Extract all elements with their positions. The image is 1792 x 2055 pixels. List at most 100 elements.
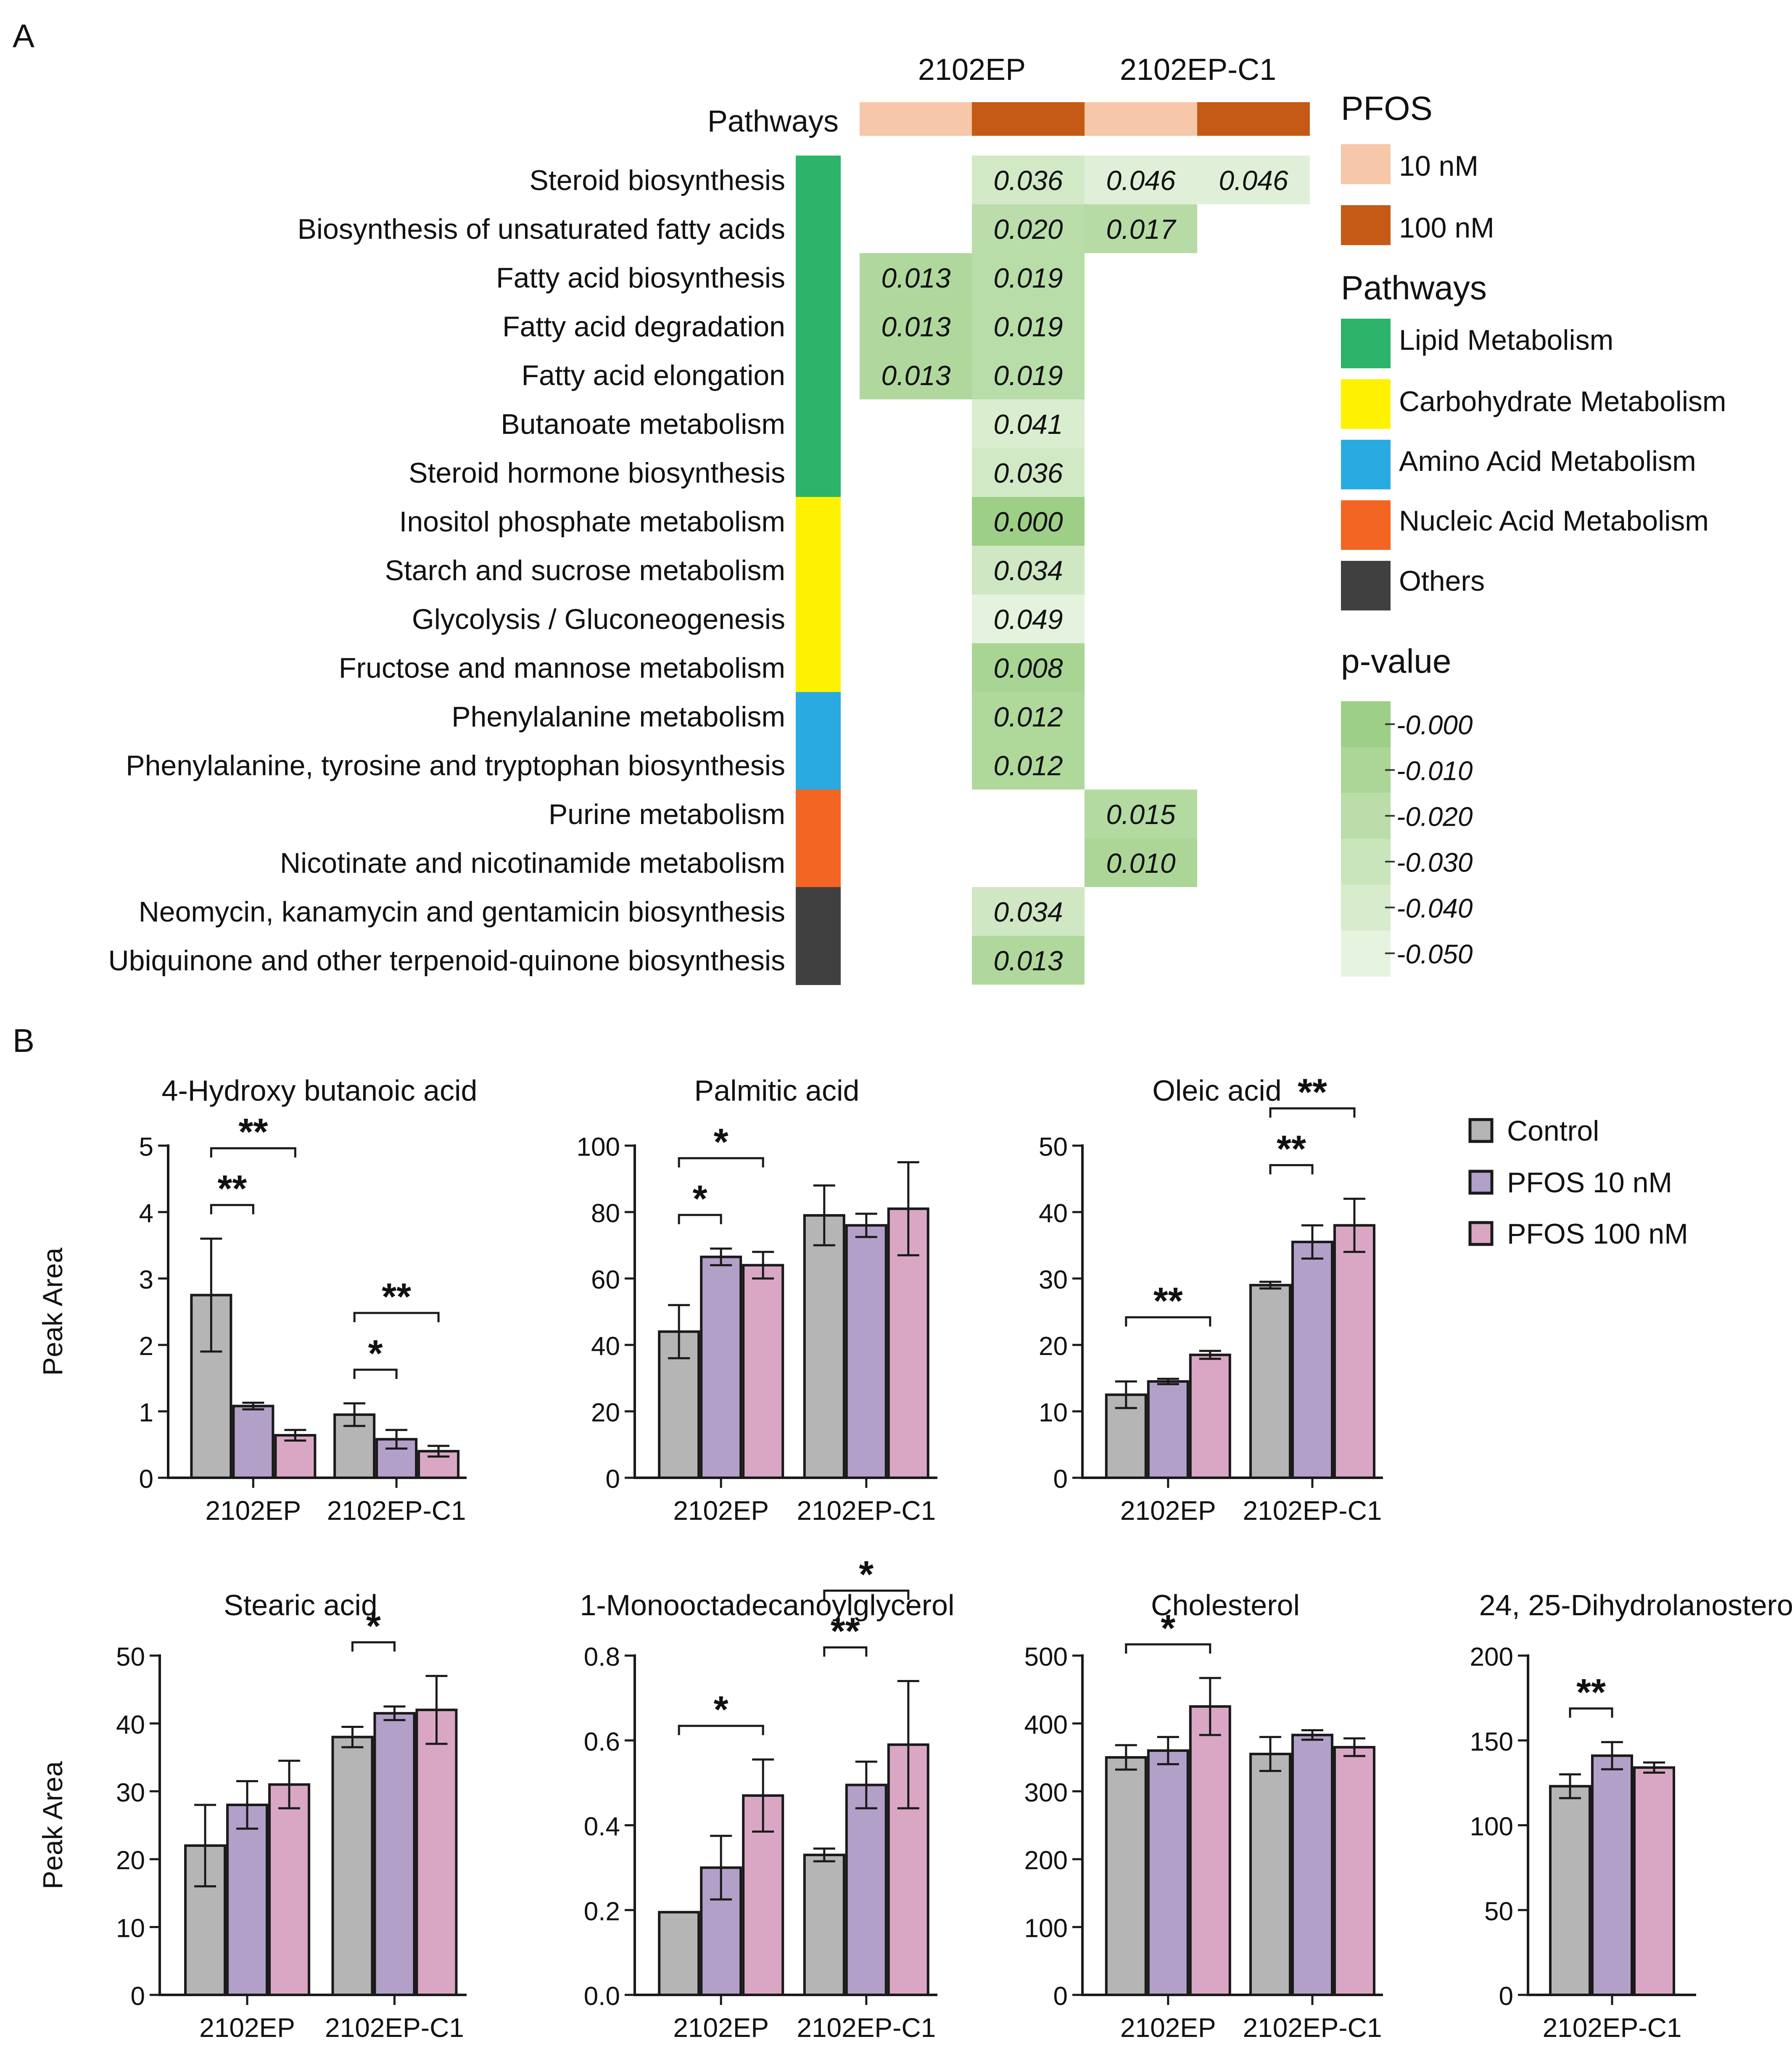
chart-title: Oleic acid — [1152, 1074, 1281, 1107]
legend-swatch-100nm — [1341, 205, 1391, 245]
pathway-label: Fructose and mannose metabolism — [339, 652, 785, 684]
heatmap-value: 0.036 — [993, 165, 1063, 196]
colorbar-segment — [1341, 793, 1391, 839]
legend-pathways-title: Pathways — [1341, 269, 1487, 306]
heatmap-cell — [1085, 790, 1197, 838]
significance-bracket — [823, 1646, 868, 1657]
heatmap-cell — [860, 302, 972, 351]
legend-pfos-100nm: 100 nM — [1399, 212, 1494, 244]
bar-pfos-100-nm — [268, 1783, 311, 1997]
legend-pfos-title: PFOS — [1341, 90, 1433, 127]
heatmap-cell — [972, 399, 1085, 448]
y-tick-label: 0 — [606, 1465, 620, 1494]
group-label-2102ep-c1: 2102EP-C1 — [1120, 53, 1276, 87]
heatmap-cell — [972, 546, 1085, 594]
significance-bracket — [1125, 1643, 1211, 1654]
colorbar-tick-label: -0.020 — [1396, 802, 1473, 832]
bar-control — [1549, 1785, 1591, 1996]
y-tick-label: 20 — [116, 1846, 145, 1875]
heatmap-cell — [972, 156, 1085, 204]
panel-b-label: B — [13, 1022, 34, 1059]
significance-bracket — [1569, 1707, 1613, 1718]
bar-pfos-10-nm — [232, 1405, 274, 1479]
legend-nucleic-acid-metabolism: Nucleic Acid Metabolism — [1399, 505, 1709, 537]
colorbar-segment — [1341, 839, 1391, 885]
legend-lipid-metabolism: Lipid Metabolism — [1399, 324, 1613, 356]
y-tick-label: 4 — [139, 1199, 153, 1228]
heatmap-value: 0.034 — [993, 896, 1063, 927]
heatmap-value: 0.017 — [1106, 214, 1176, 245]
x-tick-label: 2102EP — [1120, 1495, 1216, 1526]
significance-marker: ** — [238, 1111, 268, 1153]
significance-marker: ** — [382, 1276, 411, 1318]
significance-bracket — [1269, 1164, 1314, 1175]
heatmap-cell — [1197, 156, 1310, 204]
category-bar-others — [796, 936, 841, 985]
y-tick-label: 100 — [1470, 1812, 1513, 1841]
category-bar-carbohydrate — [796, 594, 841, 644]
significance-bracket — [678, 1725, 764, 1735]
bar-pfos-100-nm — [1189, 1353, 1231, 1479]
colorbar-segment — [1341, 885, 1391, 931]
bar-pfos-100-nm — [415, 1709, 458, 1997]
x-tick-label: 2102EP-C1 — [797, 2013, 936, 2043]
heatmap-cell — [972, 887, 1085, 936]
category-bar-others — [796, 887, 841, 936]
bar-pfos-100-nm — [1333, 1224, 1375, 1479]
pvalue-colorbar: -0.000 -0.010 -0.020 -0.030 -0.040 -0.050 — [1341, 701, 1473, 977]
significance-marker: ** — [217, 1168, 247, 1210]
y-tick-label: 0.8 — [584, 1643, 620, 1672]
category-bar-carbohydrate — [796, 497, 841, 546]
significance-bracket — [353, 1368, 398, 1379]
category-bar-lipid — [796, 302, 841, 351]
bar-pfos-100-nm — [1189, 1705, 1231, 1997]
significance-marker: * — [1161, 1607, 1175, 1649]
chart-title: 24, 25-Dihydrolanosterol — [1479, 1589, 1792, 1622]
heatmap-value: 0.015 — [1106, 799, 1175, 830]
legend-swatch-nucleic — [1341, 500, 1391, 550]
heatmap-cell — [860, 351, 972, 399]
bar-chart-palmitic-acid: Palmitic acid 0 20 40 60 80 100 2102EP 2102EP-C1… — [577, 1074, 937, 1526]
bar-pfos-10-nm — [1147, 1380, 1189, 1479]
legend-swatch-lipid — [1341, 319, 1391, 368]
pathways-row-label: Pathways — [707, 105, 839, 138]
heatmap-cell — [972, 351, 1085, 399]
x-tick-label: 2102EP-C1 — [1243, 1495, 1382, 1526]
heatmap-value: 0.041 — [993, 409, 1063, 440]
legend-carbohydrate-metabolism: Carbohydrate Metabolism — [1399, 386, 1726, 417]
significance-bracket — [823, 1590, 910, 1600]
y-tick-label: 200 — [1024, 1846, 1068, 1875]
category-bar-amino — [796, 692, 841, 741]
chart-title: 1-Monooctadecanoylglycerol — [580, 1589, 954, 1622]
y-tick-label: 0.4 — [584, 1812, 620, 1841]
x-tick-label: 2102EP — [199, 2013, 295, 2043]
heatmap-cell — [1085, 156, 1197, 204]
bar-chart-1-monooctadecanoylglycerol: 1-Monooctadecanoylglycerol 0.0 0.2 0.4 0.6 0.… — [580, 1554, 954, 2043]
significance-marker: * — [366, 1605, 381, 1647]
colorbar-segment — [1341, 930, 1391, 977]
y-tick-label: 300 — [1024, 1778, 1068, 1807]
significance-marker: * — [859, 1554, 874, 1596]
heatmap-value: 0.008 — [993, 652, 1063, 684]
legend-swatch-10nm — [1341, 144, 1391, 184]
category-bar-carbohydrate — [796, 546, 841, 595]
category-bar-lipid — [796, 253, 841, 302]
colorbar-segment — [1341, 701, 1391, 748]
bar-pfos-10-nm — [226, 1804, 269, 1997]
significance-marker: * — [714, 1121, 728, 1163]
colorbar-tick-label: -0.050 — [1396, 939, 1473, 969]
bar-pfos-10-nm — [373, 1712, 416, 1996]
pathway-label: Purine metabolism — [549, 798, 785, 830]
bar-pfos-10-nm — [845, 1224, 887, 1479]
bar-charts: 4-Hydroxy butanoic acid Peak Area 0 1 2 3 4 5 21… — [37, 1071, 1792, 2043]
y-tick-label: 0 — [139, 1465, 153, 1494]
category-bar-lipid — [796, 204, 841, 254]
x-tick-label: 2102EP-C1 — [1243, 2013, 1382, 2043]
significance-marker: ** — [1576, 1672, 1606, 1714]
bar-control — [658, 1911, 700, 1997]
significance-marker: ** — [1153, 1280, 1183, 1322]
x-tick-label: 2102EP — [673, 2013, 769, 2043]
heatmap-value: 0.013 — [881, 262, 950, 293]
heatmap-value: 0.012 — [993, 701, 1063, 732]
